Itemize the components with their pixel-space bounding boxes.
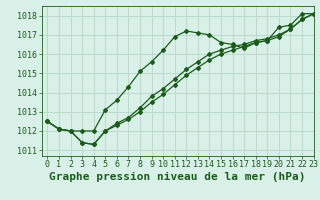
X-axis label: Graphe pression niveau de la mer (hPa): Graphe pression niveau de la mer (hPa)	[49, 172, 306, 182]
